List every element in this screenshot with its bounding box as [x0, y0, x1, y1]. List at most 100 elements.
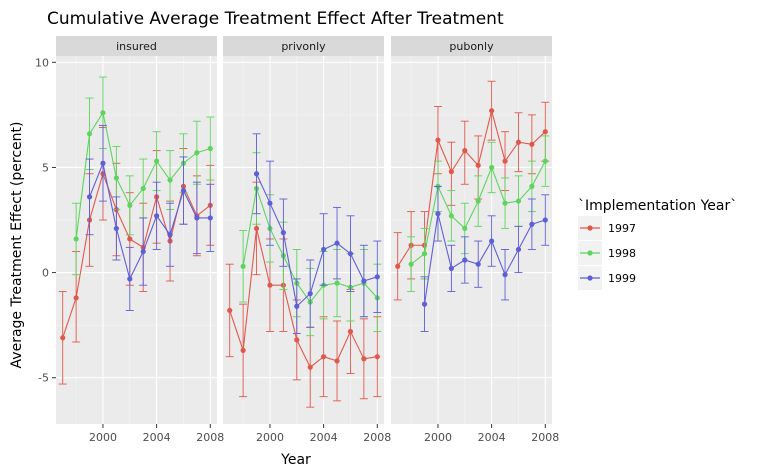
panel-insured: insured 2000 2004 2008: [56, 36, 224, 444]
data-point: [502, 272, 508, 278]
y-axis-title: Average Treatment Effect (percent): [9, 122, 25, 369]
series-line: [256, 173, 378, 308]
legend-item-label: 1999: [608, 272, 636, 285]
y-axis: -5 0 5 10: [35, 56, 56, 385]
data-point: [489, 238, 495, 244]
data-point: [307, 291, 313, 297]
data-point: [462, 148, 468, 154]
legend-item-label: 1998: [608, 247, 636, 260]
data-point: [502, 200, 508, 206]
data-point: [267, 200, 273, 206]
data-point: [167, 232, 173, 238]
data-point: [113, 225, 119, 232]
data-point: [361, 356, 367, 362]
data-point: [334, 280, 340, 286]
data-point: [73, 236, 79, 242]
x-tick-label: 2008: [196, 431, 224, 444]
data-point: [294, 337, 300, 343]
data-point: [347, 328, 354, 335]
x-tick-label: 2008: [363, 431, 391, 444]
data-point: [529, 221, 535, 227]
data-point: [154, 213, 160, 219]
data-point: [321, 354, 327, 360]
x-tick-label: 2000: [89, 431, 117, 444]
data-point: [374, 274, 380, 280]
data-point: [100, 110, 106, 116]
series-line: [89, 161, 211, 281]
data-point: [502, 158, 508, 164]
legend-key-point: [587, 225, 593, 231]
data-point: [86, 131, 93, 137]
series-1999-insured: [85, 124, 215, 311]
data-point: [361, 278, 367, 284]
legend-item-label: 1997: [608, 222, 636, 235]
data-point: [194, 215, 200, 221]
data-point: [529, 141, 535, 147]
data-point: [515, 198, 522, 204]
data-point: [462, 225, 468, 232]
data-point: [515, 246, 522, 253]
data-point: [435, 137, 441, 143]
data-point: [86, 194, 93, 200]
data-point: [267, 282, 273, 288]
data-point: [294, 303, 300, 309]
data-point: [127, 276, 133, 282]
legend-key-point: [587, 250, 593, 256]
data-point: [307, 364, 313, 370]
data-point: [127, 236, 133, 242]
data-point: [60, 335, 66, 341]
data-point: [127, 202, 133, 208]
legend-key-point: [587, 275, 593, 281]
x-tick-label: 2004: [143, 431, 171, 444]
data-point: [542, 158, 548, 164]
facet-strip-label: pubonly: [449, 40, 494, 53]
facet-strip-label: privonly: [281, 40, 326, 53]
data-point: [207, 145, 213, 152]
data-point: [180, 187, 187, 194]
data-point: [227, 307, 233, 314]
data-point: [207, 215, 213, 221]
x-axis-title: Year: [280, 452, 311, 468]
data-point: [347, 251, 354, 257]
data-point: [140, 185, 146, 192]
data-point: [489, 164, 495, 171]
data-point: [448, 213, 454, 219]
y-tick-label: 10: [35, 56, 49, 69]
facet-strip: [391, 36, 552, 56]
data-point: [515, 139, 522, 145]
data-point: [395, 263, 401, 269]
x-tick-label: 2004: [478, 431, 506, 444]
data-point: [421, 251, 428, 257]
y-tick-label: 0: [42, 267, 49, 280]
chart-title: Cumulative Average Treatment Effect Afte…: [47, 9, 504, 29]
data-point: [240, 347, 246, 353]
data-point: [475, 261, 481, 267]
data-point: [542, 129, 548, 135]
x-tick-label: 2008: [531, 431, 559, 444]
series-1997-privonly: [225, 181, 382, 408]
data-point: [280, 230, 286, 236]
data-point: [435, 211, 441, 217]
data-point: [253, 171, 260, 177]
data-point: [73, 295, 79, 301]
series-1999-pubonly: [420, 185, 550, 332]
panel-background: [223, 56, 384, 424]
data-point: [253, 225, 260, 232]
data-point: [374, 354, 380, 360]
data-point: [334, 358, 340, 364]
data-point: [321, 246, 327, 253]
data-point: [194, 150, 200, 156]
data-point: [100, 160, 106, 166]
y-tick-label: 5: [42, 161, 49, 174]
series-line: [229, 228, 378, 369]
data-point: [475, 198, 481, 204]
panel-privonly: privonly 2000 2004 2008: [223, 36, 391, 444]
data-point: [529, 183, 535, 189]
data-point: [113, 175, 119, 181]
data-point: [334, 240, 340, 246]
data-point: [462, 257, 468, 263]
data-point: [421, 301, 428, 307]
panel-pubonly: pubonly 2000 2004 2008: [391, 36, 559, 444]
data-point: [408, 261, 414, 267]
